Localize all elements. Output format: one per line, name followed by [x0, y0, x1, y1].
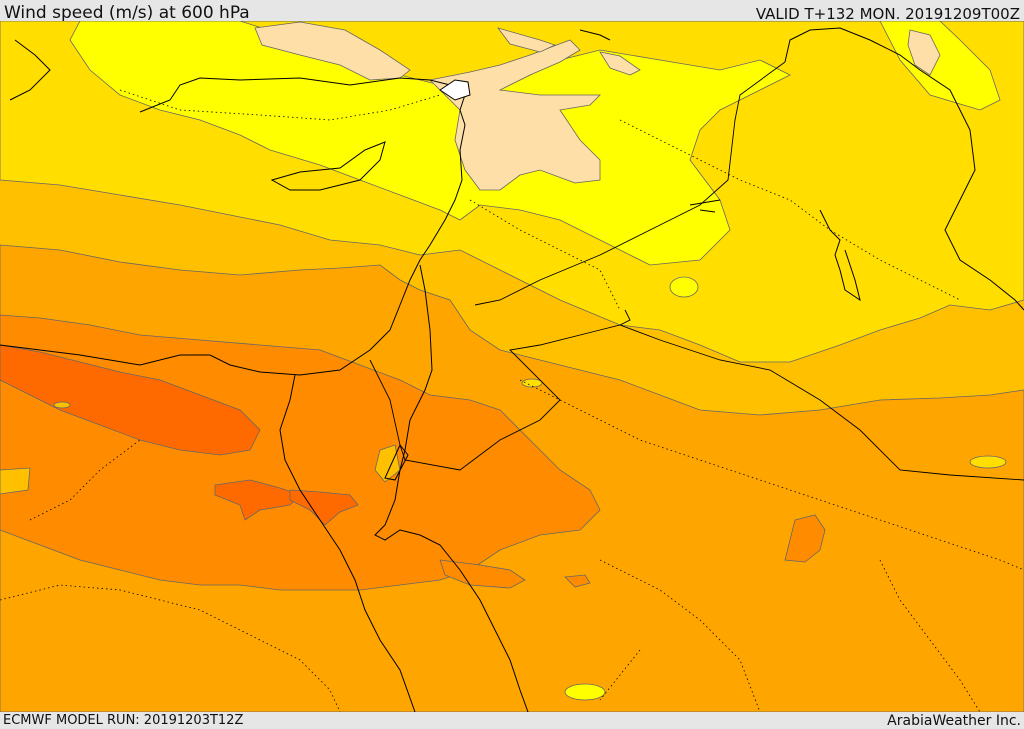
solid-borders [369, 61, 1024, 481]
band-gold-patch [969, 455, 1007, 469]
band-deep-4 [564, 574, 591, 588]
credit-label: ArabiaWeather Inc. [887, 713, 1021, 729]
map-title: Wind speed (m/s) at 600 hPa [4, 3, 250, 23]
band-amber-patch-2 [374, 444, 401, 483]
band-deep-2 [439, 559, 526, 589]
band-amber-patch-3 [53, 401, 71, 409]
band-deep-3 [784, 514, 826, 563]
band-light-5 [496, 27, 557, 53]
borders [0, 89, 1024, 712]
band-amber-patch [0, 467, 31, 495]
band-light-3 [907, 29, 941, 76]
band-red [0, 344, 261, 456]
wind-speed-map [0, 21, 1024, 712]
band-red-3 [289, 489, 359, 526]
band-light-4 [599, 51, 641, 76]
band-red-2 [214, 479, 301, 521]
model-run-label: ECMWF MODEL RUN: 20191203T12Z [3, 713, 244, 728]
valid-time-label: VALID T+132 MON. 20191209T00Z [755, 5, 1020, 23]
band-yellow-patch [669, 276, 699, 298]
band-gold-patch-2 [521, 378, 543, 388]
coastlines [0, 27, 1024, 712]
band-light-2 [429, 39, 601, 191]
band-amber-patch-4 [564, 683, 606, 701]
